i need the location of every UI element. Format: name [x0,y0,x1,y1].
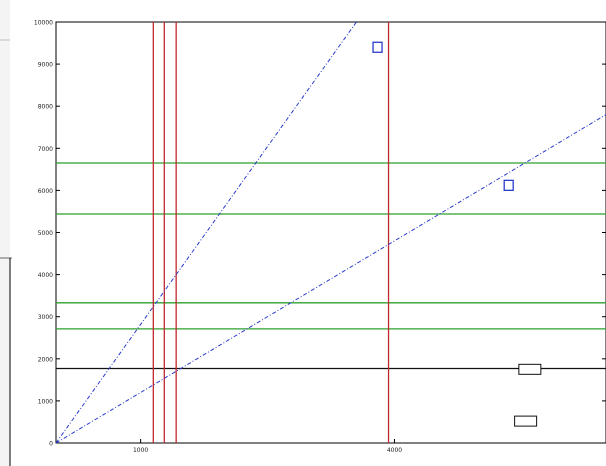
y-tick-label: 10000 [34,20,53,27]
y-tick-label: 0 [49,441,53,448]
left-panel-strip [0,0,10,466]
data-marker [503,179,514,191]
y-tick-label: 1000 [38,398,53,405]
y-tick-label: 5000 [38,230,53,237]
data-marker-box [518,363,542,375]
plot-frame [55,21,606,444]
y-tick-label: 4000 [38,272,53,279]
data-marker [372,41,383,53]
y-tick-label: 7000 [38,146,53,153]
series-line [55,21,357,444]
series-line [55,114,606,444]
x-tick-label: 4000 [387,447,402,454]
y-tick-label: 9000 [38,62,53,69]
data-marker-box [514,415,538,427]
y-tick-label: 3000 [38,314,53,321]
x-tick-label: 1000 [133,447,148,454]
y-tick-label: 2000 [38,356,53,363]
y-tick-label: 8000 [38,104,53,111]
plot-area: 0 1000 2000 3000 4000 5000 6000 7000 8000 9000 100… [34,20,606,454]
y-tick-label: 6000 [38,188,53,195]
